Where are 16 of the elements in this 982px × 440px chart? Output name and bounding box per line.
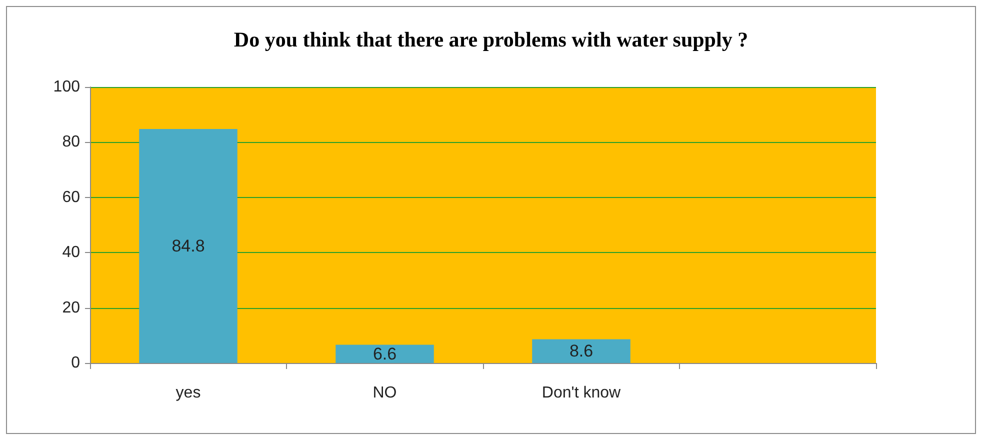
- bar: [532, 339, 630, 363]
- bar: [336, 344, 434, 363]
- data-label: 8.6: [569, 342, 594, 361]
- y-tick-label: 20: [62, 299, 80, 316]
- bar: [139, 128, 238, 363]
- data-label: 84.8: [172, 236, 205, 256]
- y-tick-label: 0: [71, 354, 80, 372]
- y-tick-label: 80: [62, 134, 80, 151]
- x-tick-label: NO: [372, 384, 397, 402]
- chart-title: Do you think that there are problems with water supply ?: [234, 28, 748, 52]
- x-tick-label: yes: [176, 384, 201, 402]
- data-label: 6.6: [372, 344, 397, 364]
- y-tick-label: 60: [62, 188, 80, 206]
- y-tick-label: 40: [62, 244, 80, 262]
- x-tick-label: Don't know: [542, 384, 622, 402]
- y-tick-label: 100: [53, 78, 80, 96]
